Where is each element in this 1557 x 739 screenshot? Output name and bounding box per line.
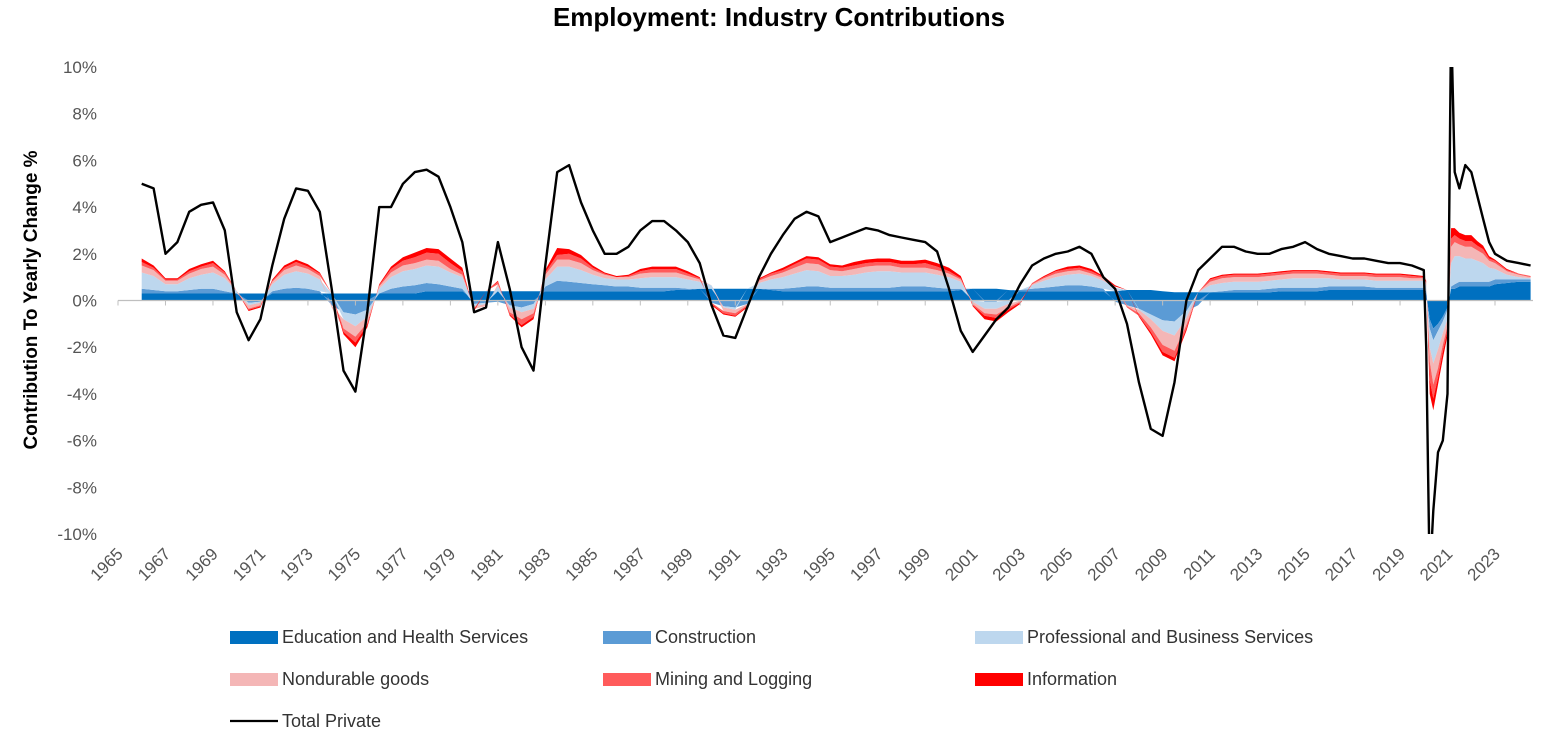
y-axis-label: Contribution To Yearly Change % <box>21 150 42 449</box>
legend-swatch-construction <box>603 631 651 644</box>
x-tick-label: 1975 <box>324 544 364 584</box>
x-tick-label: 2019 <box>1369 544 1409 584</box>
x-tick-label: 1983 <box>514 544 554 584</box>
x-tick-label: 1991 <box>704 544 744 584</box>
x-tick-label: 1981 <box>467 544 507 584</box>
y-tick-label: 0% <box>72 292 97 311</box>
y-tick-label: 8% <box>72 105 97 124</box>
x-tick-label: 1993 <box>751 544 791 584</box>
legend-swatch-nondurable-goods <box>230 673 278 686</box>
x-tick-label: 1999 <box>894 544 934 584</box>
x-tick-label: 1969 <box>182 544 222 584</box>
legend-label-education-and-health-services: Education and Health Services <box>282 627 528 647</box>
x-tick-label: 1989 <box>656 544 696 584</box>
y-tick-label: -2% <box>67 338 97 357</box>
x-tick-label: 2009 <box>1131 544 1171 584</box>
x-tick-label: 1967 <box>134 544 174 584</box>
y-tick-label: -6% <box>67 432 97 451</box>
legend-swatch-professional-and-business-services <box>975 631 1023 644</box>
x-tick-label: 2003 <box>989 544 1029 584</box>
chart-title: Employment: Industry Contributions <box>553 2 1005 32</box>
legend-swatch-mining-and-logging <box>603 673 651 686</box>
x-tick-label: 1971 <box>229 544 269 584</box>
x-tick-label: 2015 <box>1274 544 1314 584</box>
y-tick-label: -4% <box>67 385 97 404</box>
x-tick-label: 2005 <box>1036 544 1076 584</box>
x-tick-label: 1977 <box>372 544 412 584</box>
plot-line <box>141 67 1531 534</box>
x-tick-label: 2021 <box>1416 544 1456 584</box>
x-tick-label: 1965 <box>87 544 127 584</box>
y-tick-label: -8% <box>67 478 97 497</box>
x-tick-label: 1987 <box>609 544 649 584</box>
line-series-total-private <box>141 67 1531 534</box>
legend-swatch-information <box>975 673 1023 686</box>
y-tick-label: 6% <box>72 151 97 170</box>
x-tick-label: 2011 <box>1180 544 1219 583</box>
axes: -10% -8% -6% -4% -2% 0% 2% 4% 6% 8% 10% 1965 1967 196… <box>57 58 1533 585</box>
x-tick-label: 2023 <box>1464 544 1504 584</box>
y-tick-label: 2% <box>72 245 97 264</box>
y-tick-label: 4% <box>72 198 97 217</box>
x-tick-label: 2017 <box>1321 544 1361 584</box>
x-tick-label: 2001 <box>941 544 981 584</box>
legend-swatch-education-and-health-services <box>230 631 278 644</box>
x-tick-label: 1985 <box>561 544 601 584</box>
x-tick-label: 1973 <box>277 544 317 584</box>
x-tick-label: 1997 <box>846 544 886 584</box>
area-series-mining-and-logging <box>141 235 1531 399</box>
legend-label-mining-and-logging: Mining and Logging <box>655 669 812 689</box>
x-tick-label: 1979 <box>419 544 459 584</box>
x-tick-label: 2007 <box>1084 544 1124 584</box>
y-tick-label: 10% <box>63 58 97 77</box>
legend-label-professional-and-business-services: Professional and Business Services <box>1027 627 1313 647</box>
x-tick-label: 2013 <box>1226 544 1266 584</box>
legend-label-total-private: Total Private <box>282 711 381 731</box>
y-tick-label: -10% <box>57 525 97 544</box>
area-series-professional-and-business-services <box>141 256 1531 364</box>
legend-label-construction: Construction <box>655 627 756 647</box>
legend-label-nondurable-goods: Nondurable goods <box>282 669 429 689</box>
x-tick-label: 1995 <box>799 544 839 584</box>
legend-label-information: Information <box>1027 669 1117 689</box>
legend: Education and Health Services Constructio… <box>230 627 1313 731</box>
